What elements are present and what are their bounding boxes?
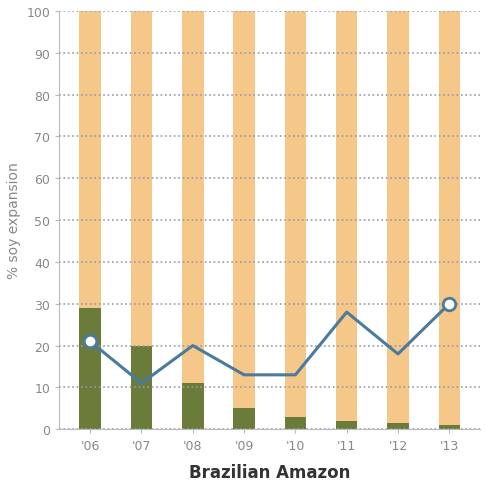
Y-axis label: % soy expansion: % soy expansion: [7, 163, 21, 279]
Bar: [387, 12, 409, 429]
Bar: [79, 308, 101, 429]
Bar: [131, 346, 152, 429]
Bar: [182, 384, 204, 429]
Bar: [233, 12, 255, 429]
Bar: [438, 12, 460, 429]
Bar: [336, 421, 357, 429]
Bar: [284, 417, 306, 429]
Bar: [131, 12, 152, 429]
Bar: [284, 12, 306, 429]
Bar: [182, 12, 204, 429]
Bar: [336, 12, 357, 429]
Bar: [438, 425, 460, 429]
Bar: [387, 423, 409, 429]
X-axis label: Brazilian Amazon: Brazilian Amazon: [189, 463, 351, 481]
Bar: [79, 12, 101, 429]
Bar: [233, 408, 255, 429]
